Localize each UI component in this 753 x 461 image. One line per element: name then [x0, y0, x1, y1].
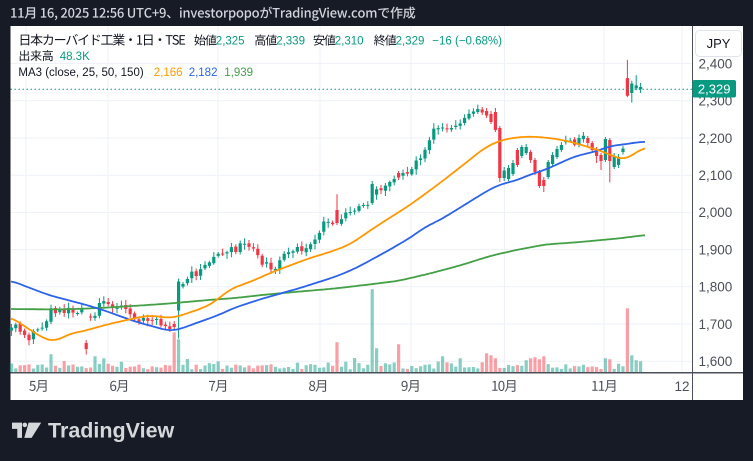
svg-text:2,329: 2,329: [698, 81, 731, 96]
svg-text:2,166: 2,166: [154, 67, 183, 79]
svg-text:JPY: JPY: [707, 36, 731, 51]
svg-text:2,400: 2,400: [699, 56, 733, 71]
svg-text:2,182: 2,182: [189, 67, 218, 79]
svg-text:12: 12: [674, 379, 689, 394]
svg-text:1,900: 1,900: [699, 242, 733, 257]
svg-text:2,100: 2,100: [699, 168, 733, 183]
svg-text:1,800: 1,800: [699, 280, 733, 295]
svg-text:2,339: 2,339: [276, 36, 305, 48]
svg-text:1,700: 1,700: [699, 317, 733, 332]
svg-text:TradingView: TradingView: [48, 419, 175, 443]
svg-text:48.3K: 48.3K: [60, 51, 90, 63]
svg-text:2,329: 2,329: [396, 36, 425, 48]
svg-text:2,310: 2,310: [335, 36, 364, 48]
svg-text:−16 (−0.68%): −16 (−0.68%): [432, 36, 502, 48]
svg-text:1,939: 1,939: [224, 67, 253, 79]
svg-text:MA3 (close, 25, 50, 150): MA3 (close, 25, 50, 150): [18, 67, 143, 79]
svg-text:2,000: 2,000: [699, 205, 733, 220]
svg-text:2,200: 2,200: [699, 131, 733, 146]
svg-text:1,600: 1,600: [699, 354, 733, 369]
svg-text:2,325: 2,325: [216, 36, 245, 48]
